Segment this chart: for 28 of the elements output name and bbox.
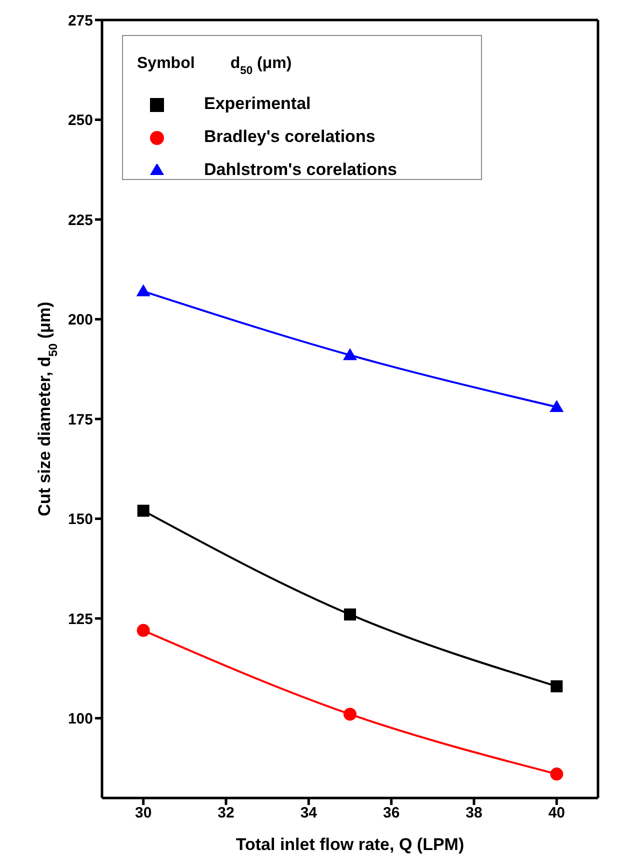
point — [137, 504, 150, 517]
x-tick-label: 40 — [548, 804, 566, 822]
y-tick-label: 175 — [68, 411, 93, 428]
legend-title: Symbol d$_{50}$ (μm) — [137, 55, 292, 77]
x-tick-label: 30 — [134, 804, 152, 822]
y-tick-label: 275 — [68, 12, 93, 30]
legend-label: Experimental — [204, 94, 311, 113]
point — [550, 400, 564, 412]
y-tick-label: 200 — [68, 312, 93, 329]
y-tick-label: 100 — [68, 710, 93, 728]
point — [344, 608, 356, 620]
legend-label: Dahlstrom's corelations — [204, 160, 397, 179]
point — [550, 680, 563, 692]
y-tick-label: 125 — [68, 610, 93, 628]
x-tick-label: 36 — [382, 804, 400, 822]
point — [550, 768, 564, 781]
legend-label: Bradley's corelations — [204, 127, 376, 146]
y-tick-label: 225 — [68, 212, 93, 229]
point — [343, 348, 357, 360]
y-tick-label: 150 — [68, 511, 93, 528]
y-tick-label: 250 — [68, 112, 93, 130]
point — [136, 284, 150, 296]
point — [344, 708, 356, 721]
x-tick-label: 34 — [300, 804, 318, 822]
x-tick-label: 38 — [466, 804, 482, 822]
point — [136, 624, 150, 637]
x-axis-title: Total inlet flow rate, Q (LPM) — [236, 835, 464, 854]
x-tick-label: 32 — [218, 804, 234, 822]
